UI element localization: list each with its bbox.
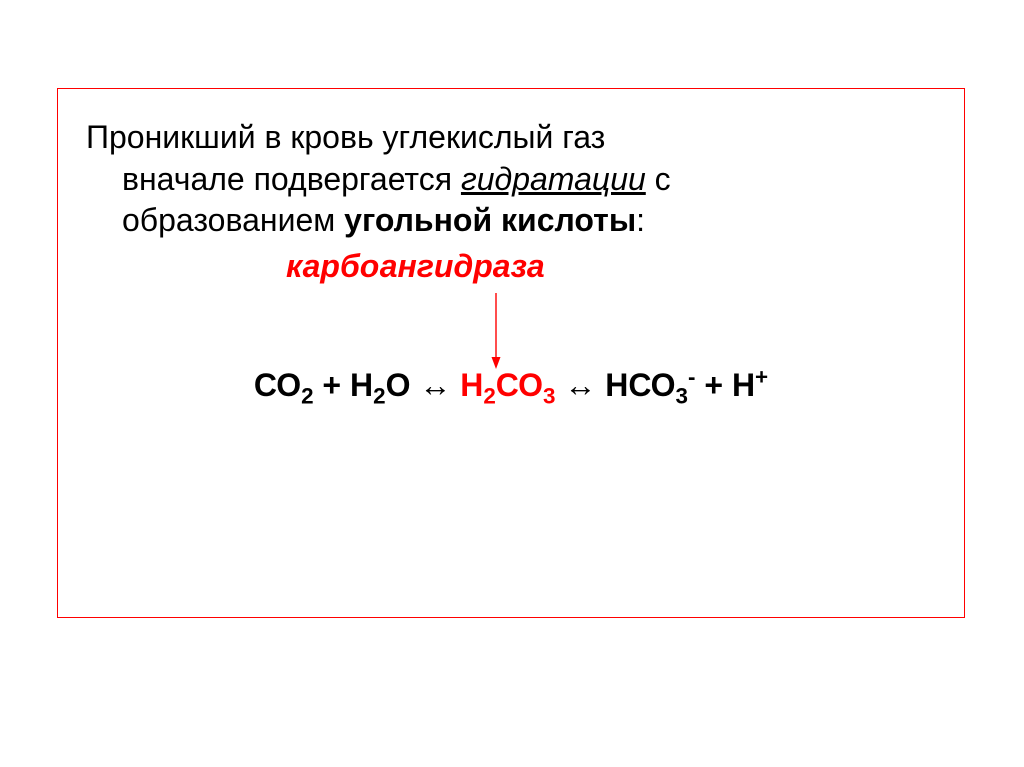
reaction-arrow-wrap xyxy=(86,285,936,367)
slide: Проникший в кровь углекислый газ вначале… xyxy=(0,0,1024,767)
eq-hco3: НСО3- xyxy=(605,367,695,403)
eq-co2-a: СО xyxy=(254,367,301,403)
eq-equilibrium-1: ↔ xyxy=(410,367,460,403)
para-frag-hydration: гидратации xyxy=(461,161,646,197)
eq-h2co3-sub1: 2 xyxy=(483,383,495,408)
eq-hco3-sub: 3 xyxy=(676,383,688,408)
eq-h2co3-a: Н xyxy=(460,367,483,403)
para-frag-3a: образованием xyxy=(122,202,344,238)
para-frag-carbonic-acid: угольной кислоты xyxy=(344,202,636,238)
para-frag-2a: вначале подвергается xyxy=(122,161,461,197)
eq-h2co3: Н2СО3 xyxy=(460,367,555,403)
enzyme-label: карбоангидраза xyxy=(86,248,936,285)
eq-h2o: Н2О xyxy=(350,367,410,403)
eq-h2co3-b: СО xyxy=(496,367,543,403)
para-line-1: Проникший в кровь углекислый газ xyxy=(86,119,605,155)
arrow-down-icon xyxy=(486,291,506,371)
chemical-equation: СО2 + Н2О ↔ Н2СО3 ↔ НСО3- + Н+ xyxy=(86,367,936,404)
eq-h2o-b: О xyxy=(386,367,411,403)
para-line-3: образованием угольной кислоты: xyxy=(86,200,936,242)
eq-hplus: Н+ xyxy=(732,367,768,403)
eq-h2o-a: Н xyxy=(350,367,373,403)
eq-h2co3-sub2: 3 xyxy=(543,383,555,408)
eq-h2o-sub: 2 xyxy=(373,383,385,408)
eq-hplus-a: Н xyxy=(732,367,755,403)
para-line-2: вначале подвергается гидратации с xyxy=(86,159,936,201)
eq-plus-2: + xyxy=(695,367,731,403)
para-frag-2c: с xyxy=(646,161,671,197)
eq-equilibrium-2: ↔ xyxy=(555,367,605,403)
eq-co2: СО2 xyxy=(254,367,314,403)
eq-hplus-sup: + xyxy=(755,364,768,389)
para-frag-3c: : xyxy=(636,202,645,238)
eq-plus-1: + xyxy=(314,367,350,403)
body-paragraph: Проникший в кровь углекислый газ вначале… xyxy=(86,117,936,242)
eq-co2-sub: 2 xyxy=(301,383,313,408)
eq-hco3-a: НСО xyxy=(605,367,675,403)
content-box: Проникший в кровь углекислый газ вначале… xyxy=(57,88,965,618)
